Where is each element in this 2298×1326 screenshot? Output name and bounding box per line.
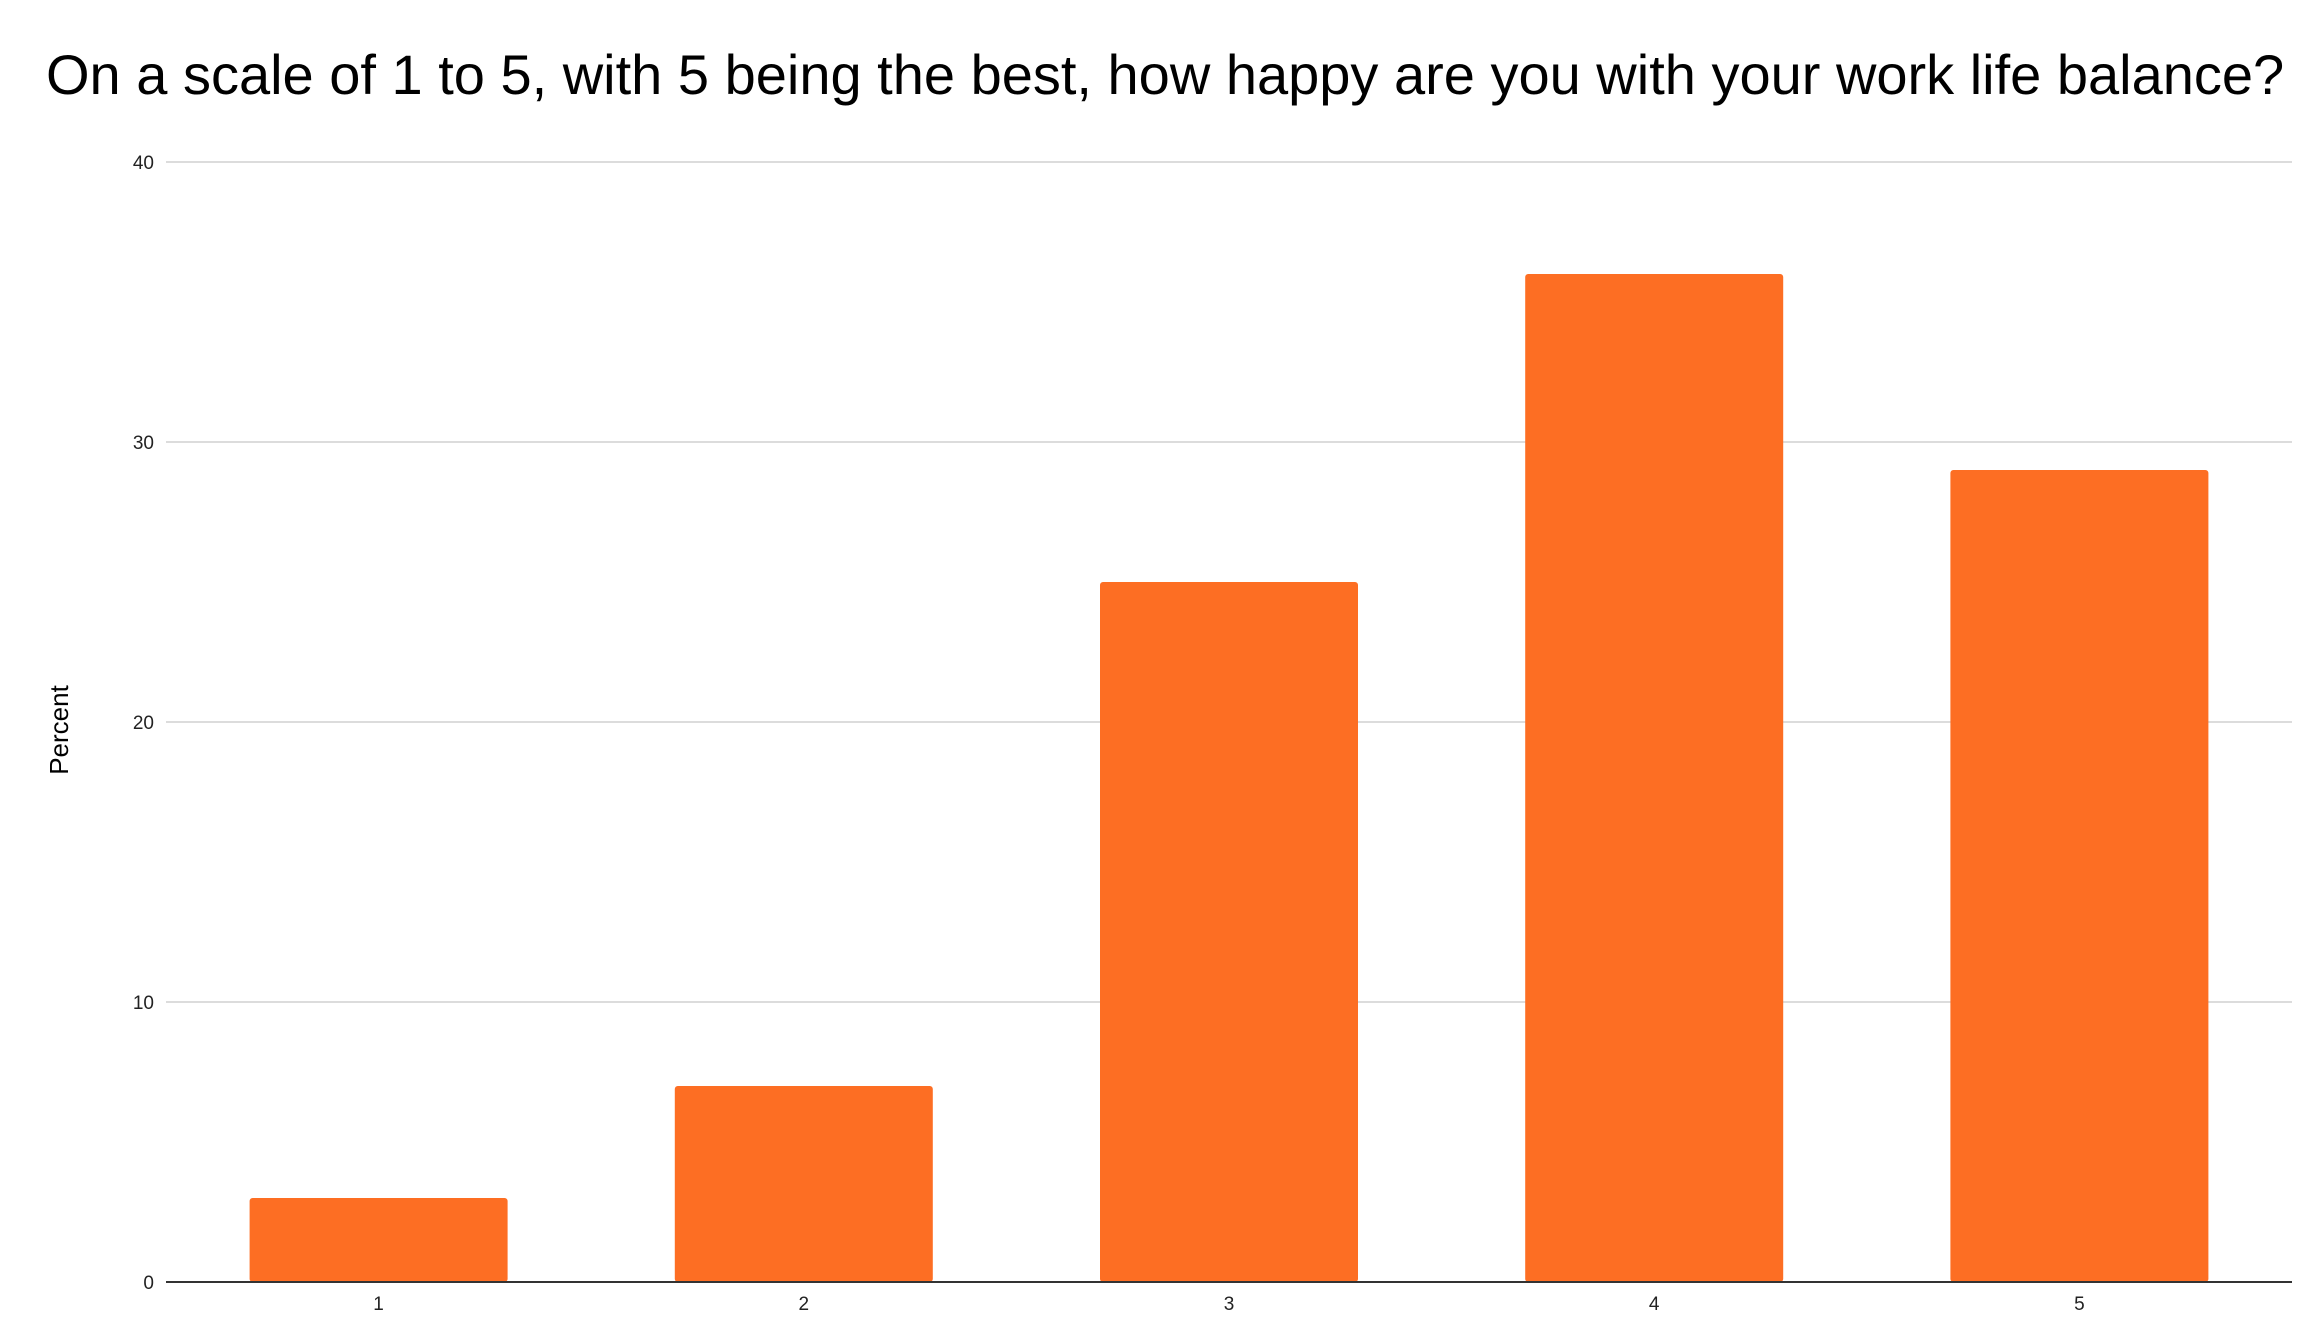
y-tick-label: 20 — [133, 713, 154, 734]
y-tick-label: 0 — [143, 1273, 154, 1294]
x-tick-label: 3 — [1224, 1294, 1235, 1315]
x-tick-label: 5 — [2074, 1294, 2085, 1315]
x-tick-label: 1 — [373, 1294, 384, 1315]
x-tick-label: 2 — [799, 1294, 810, 1315]
chart-title: On a scale of 1 to 5, with 5 being the b… — [46, 43, 2284, 106]
x-axis-tick-labels: 1 2 3 4 5 — [373, 1294, 2084, 1315]
bar-5 — [1950, 470, 2209, 1282]
bar-4 — [1525, 274, 1784, 1282]
y-axis-tick-labels: 0 10 20 30 40 — [133, 153, 154, 1294]
bar-2 — [674, 1086, 933, 1282]
x-tick-label: 4 — [1649, 1294, 1660, 1315]
y-tick-label: 30 — [133, 433, 154, 454]
bar-1 — [249, 1198, 508, 1282]
y-axis-title: Percent — [44, 684, 74, 774]
bar-3 — [1100, 582, 1358, 1282]
y-tick-label: 10 — [133, 993, 154, 1014]
y-tick-label: 40 — [133, 153, 154, 174]
bars — [249, 274, 2209, 1282]
